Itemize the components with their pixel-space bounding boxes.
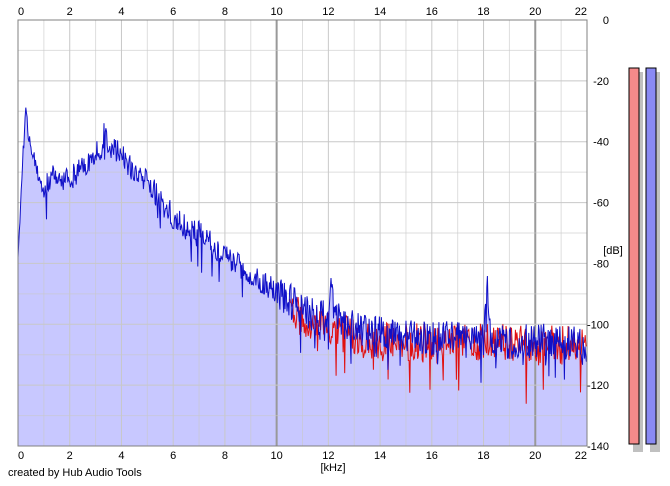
- x-tick-label-top: 16: [426, 6, 438, 18]
- y-tick-label: -80: [593, 258, 609, 270]
- x-tick-label-bottom: 14: [374, 450, 386, 462]
- x-tick-label-top: 10: [271, 6, 283, 18]
- x-tick-label-bottom: 0: [18, 450, 24, 462]
- x-tick-label-top: 2: [67, 6, 73, 18]
- x-tick-label-bottom: 2: [67, 450, 73, 462]
- y-tick-label: -140: [587, 441, 609, 453]
- x-tick-label-top: 4: [118, 6, 124, 18]
- y-tick-label: -60: [593, 198, 609, 210]
- x-tick-label-bottom: 10: [271, 450, 283, 462]
- level-meter-right: [645, 67, 660, 452]
- spectrum-area-fill: [18, 107, 587, 446]
- x-tick-label-top: 6: [170, 6, 176, 18]
- plot-border: [17, 19, 588, 447]
- credit-text: created by Hub Audio Tools: [8, 467, 142, 479]
- x-tick-label-bottom: 16: [426, 450, 438, 462]
- x-tick-label-top: 8: [222, 6, 228, 18]
- level-meter-left: [628, 67, 643, 452]
- x-tick-label-bottom: 20: [529, 450, 541, 462]
- y-tick-label: -120: [587, 380, 609, 392]
- x-tick-label-bottom: 12: [322, 450, 334, 462]
- x-tick-label-bottom: 6: [170, 450, 176, 462]
- x-tick-label-bottom: 18: [477, 450, 489, 462]
- x-tick-label-top: 18: [477, 6, 489, 18]
- right-channel-line: [17, 107, 588, 383]
- y-tick-label: -20: [593, 76, 609, 88]
- grid-lines: [18, 20, 587, 446]
- x-tick-label-top: 14: [374, 6, 386, 18]
- y-tick-label: 0: [603, 15, 609, 27]
- x-tick-label-top: 22: [575, 6, 587, 18]
- y-tick-label: -100: [587, 319, 609, 331]
- x-tick-label-top: 20: [529, 6, 541, 18]
- y-axis-label: [dB]: [603, 245, 623, 257]
- x-tick-label-top: 0: [18, 6, 24, 18]
- x-tick-label-bottom: 4: [118, 450, 124, 462]
- y-tick-label: -40: [593, 137, 609, 149]
- x-tick-label-bottom: 8: [222, 450, 228, 462]
- x-tick-label-top: 12: [322, 6, 334, 18]
- x-tick-label-bottom: 22: [575, 450, 587, 462]
- x-axis-label: [kHz]: [320, 462, 345, 474]
